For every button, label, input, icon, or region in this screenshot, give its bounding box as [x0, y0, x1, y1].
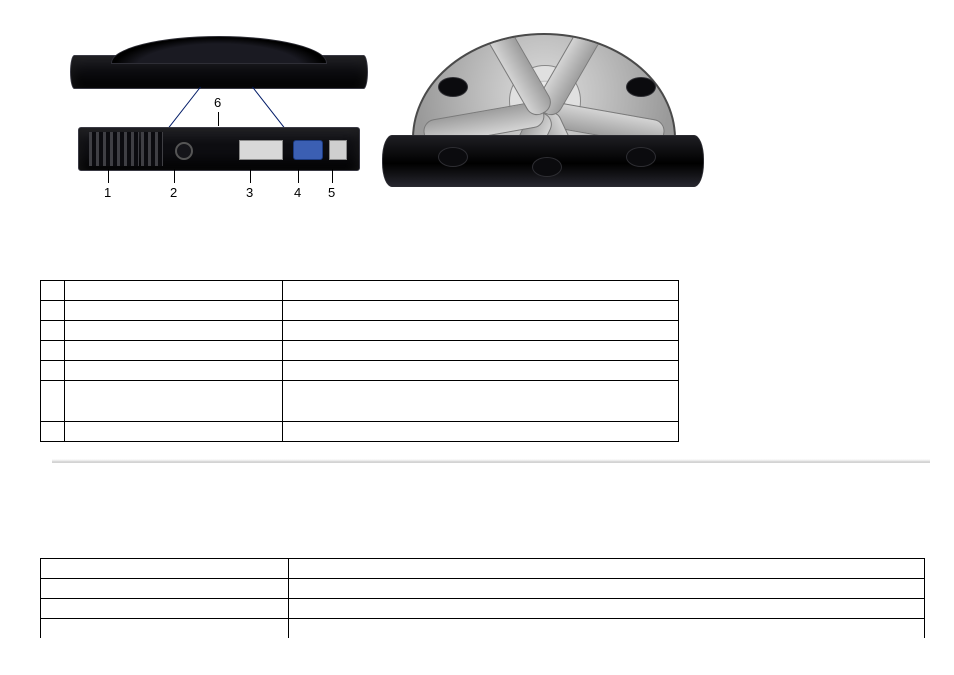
cell-no — [41, 381, 65, 422]
zoom-guideline-right — [252, 87, 287, 132]
cell-desc — [283, 301, 679, 321]
cell-no — [41, 422, 65, 442]
callout-5: 5 — [328, 185, 335, 200]
table-row — [41, 579, 925, 599]
cell-no — [41, 321, 65, 341]
spec-value — [289, 559, 925, 579]
callout-4-label: 4 — [294, 185, 301, 200]
table-row — [41, 361, 679, 381]
callout-6-label: 6 — [214, 95, 221, 110]
dvi-port — [239, 140, 283, 160]
callout-4: 4 — [294, 185, 301, 200]
cell-label — [65, 321, 283, 341]
cell-label — [65, 341, 283, 361]
table-row — [41, 281, 679, 301]
stand-base-underside — [382, 25, 702, 195]
usb-port — [329, 140, 347, 160]
cell-label — [65, 301, 283, 321]
cell-no — [41, 361, 65, 381]
callout-3-label: 3 — [246, 185, 253, 200]
zoom-guideline-left — [166, 87, 201, 132]
ports-panel-closeup — [78, 127, 360, 171]
rubber-foot — [626, 147, 656, 167]
rubber-foot — [438, 147, 468, 167]
vent-slots-2 — [141, 132, 163, 166]
spec-value — [289, 579, 925, 599]
cell-label — [65, 381, 283, 422]
cell-no — [41, 301, 65, 321]
table-row — [41, 381, 679, 422]
callout-6: 6 — [214, 95, 221, 110]
cell-desc — [283, 341, 679, 361]
table-row — [41, 599, 925, 619]
audio-jack-port — [175, 142, 193, 160]
cell-desc — [283, 381, 679, 422]
rubber-foot — [626, 77, 656, 97]
spec-value — [289, 619, 925, 639]
spec-value — [289, 599, 925, 619]
specs-table — [40, 558, 925, 638]
table-row — [41, 619, 925, 639]
rubber-foot — [532, 157, 562, 177]
callout-5-label: 5 — [328, 185, 335, 200]
table-row — [41, 559, 925, 579]
rubber-foot — [438, 77, 468, 97]
callout-1-label: 1 — [104, 185, 111, 200]
cell-desc — [283, 422, 679, 442]
table-row — [41, 422, 679, 442]
callout-3: 3 — [246, 185, 253, 200]
cell-desc — [283, 321, 679, 341]
vga-port — [293, 140, 323, 160]
cell-label — [65, 281, 283, 301]
vent-slots — [89, 132, 139, 166]
callout-1: 1 — [104, 185, 111, 200]
cell-no — [41, 281, 65, 301]
spec-key — [41, 559, 289, 579]
cell-no — [41, 341, 65, 361]
monitor-edge-view — [70, 55, 368, 89]
cell-desc — [283, 281, 679, 301]
callout-2-label: 2 — [170, 185, 177, 200]
spec-key — [41, 579, 289, 599]
spec-key — [41, 619, 289, 639]
callout-2: 2 — [170, 185, 177, 200]
section-divider — [52, 459, 930, 463]
connectors-table — [40, 280, 679, 442]
table-row — [41, 321, 679, 341]
table-row — [41, 301, 679, 321]
cell-label — [65, 361, 283, 381]
spec-key — [41, 599, 289, 619]
table-row — [41, 341, 679, 361]
cell-label — [65, 422, 283, 442]
cell-desc — [283, 361, 679, 381]
product-views-figure: 1 2 3 4 5 6 — [70, 25, 710, 235]
